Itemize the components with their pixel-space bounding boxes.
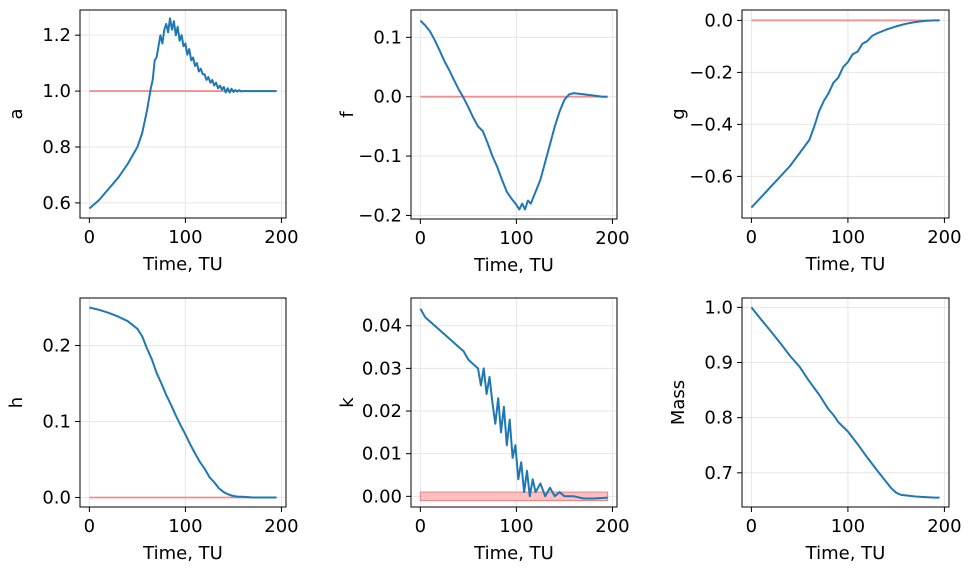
x-tick-label: 200: [927, 227, 961, 248]
y-tick-label: 0.04: [362, 316, 402, 337]
x-tick-label: 0: [746, 516, 757, 537]
y-tick-label: 0.1: [373, 27, 402, 48]
y-tick-label: 0.9: [704, 353, 733, 374]
x-tick-label: 100: [499, 228, 533, 249]
x-tick-label: 0: [84, 227, 95, 248]
x-tick-label: 200: [264, 227, 298, 248]
subplot-mass: 0 100 200 0.7 0.8 0.9 1.0 Time, TU Mass: [668, 297, 962, 564]
y-tick-label: 1.0: [42, 81, 71, 102]
x-tick-label: 200: [927, 516, 961, 537]
y-axis-label: k: [337, 397, 358, 408]
x-tick-label: 0: [84, 516, 95, 537]
y-tick-label: 0.1: [42, 412, 71, 433]
y-tick-label: 0.02: [362, 401, 402, 422]
subplot-f: 0 100 200 −0.2 −0.1 0.0 0.1 Time, TU f: [337, 9, 630, 276]
x-axis-label: Time, TU: [473, 255, 554, 276]
x-tick-label: 200: [595, 516, 629, 537]
series-line-0: [750, 306, 940, 499]
series-line-0: [89, 306, 277, 499]
subplot-h: 0 100 200 0.0 0.1 0.2 Time, TU h: [6, 297, 299, 564]
y-axis-label: f: [337, 111, 358, 118]
series-line-0: [88, 17, 277, 210]
x-tick-label: 0: [415, 516, 426, 537]
axes-frame: [741, 297, 950, 508]
y-tick-label: 0.0: [704, 10, 733, 31]
x-tick-label: 100: [168, 516, 202, 537]
x-axis-label: Time, TU: [473, 543, 554, 564]
y-tick-label: 1.0: [704, 297, 733, 318]
y-tick-label: −0.2: [689, 62, 733, 83]
y-tick-label: 0.03: [362, 358, 402, 379]
y-tick-label: −0.6: [689, 166, 733, 187]
x-tick-label: 100: [831, 227, 865, 248]
y-tick-label: 0.0: [42, 488, 71, 509]
x-tick-label: 100: [499, 516, 533, 537]
axes-frame: [741, 9, 950, 219]
y-tick-label: −0.4: [689, 114, 733, 135]
y-axis-label: g: [668, 108, 689, 119]
y-tick-label: 0.6: [42, 193, 71, 214]
x-tick-label: 200: [264, 516, 298, 537]
subplot-g: 0 100 200 −0.6 −0.4 −0.2 0.0 Time, TU g: [668, 9, 962, 275]
axes-frame: [79, 297, 287, 508]
y-tick-label: 0.8: [704, 408, 733, 429]
x-axis-label: Time, TU: [142, 543, 223, 564]
series-line-0: [419, 19, 608, 211]
series-line-0: [419, 308, 608, 500]
y-tick-label: −0.2: [358, 205, 402, 226]
y-axis-label: a: [6, 108, 27, 119]
x-tick-label: 100: [168, 227, 202, 248]
y-tick-label: −0.1: [358, 146, 402, 167]
y-tick-label: 0.7: [704, 463, 733, 484]
y-tick-label: 0.8: [42, 137, 71, 158]
series-line-0: [750, 19, 940, 209]
x-tick-label: 100: [831, 516, 865, 537]
x-tick-label: 0: [746, 227, 757, 248]
subplot-k: 0 100 200 0.00 0.01 0.02 0.03 0.04 Time, TU k: [337, 297, 630, 564]
axes-frame: [79, 9, 287, 219]
x-tick-label: 0: [415, 228, 426, 249]
target-band: [419, 491, 609, 502]
x-tick-label: 200: [595, 228, 629, 249]
y-tick-label: 1.2: [42, 25, 71, 46]
x-axis-label: Time, TU: [142, 254, 223, 275]
subplot-a: 0 100 200 0.6 0.8 1.0 1.2 Time, TU a: [6, 9, 299, 275]
axes-frame: [410, 297, 618, 508]
y-tick-label: 0.0: [373, 87, 402, 108]
y-axis-label: h: [6, 397, 27, 408]
y-tick-label: 0.01: [362, 444, 402, 465]
y-axis-label: Mass: [668, 380, 689, 425]
x-axis-label: Time, TU: [805, 543, 886, 564]
x-axis-label: Time, TU: [805, 254, 886, 275]
y-tick-label: 0.00: [362, 486, 402, 507]
y-tick-label: 0.2: [42, 336, 71, 357]
axes-frame: [410, 9, 618, 220]
